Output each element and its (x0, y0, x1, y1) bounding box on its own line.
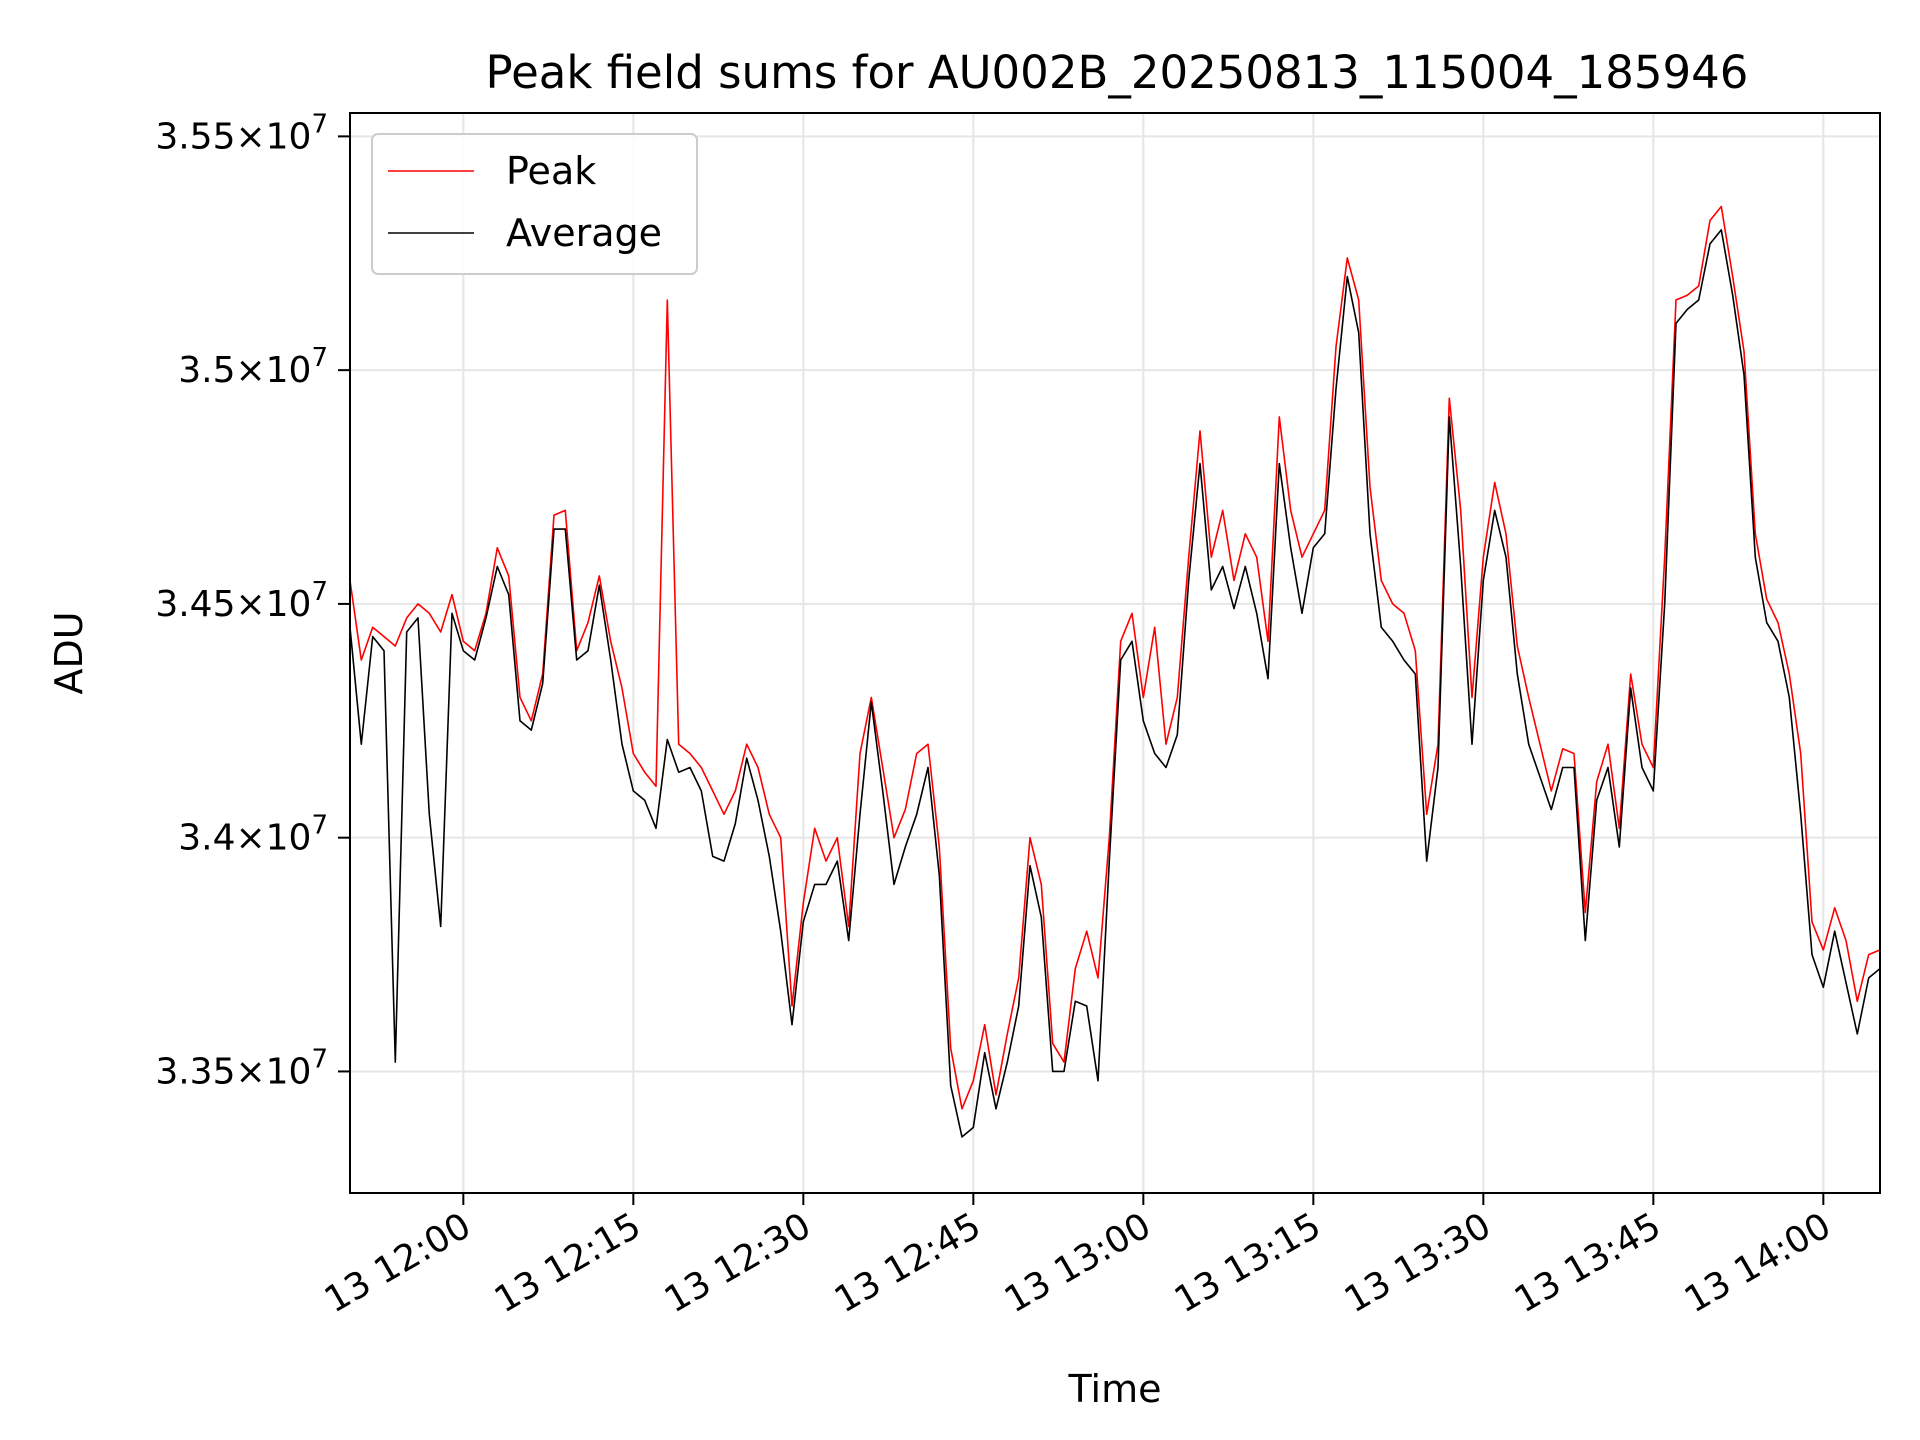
legend-label-peak: Peak (506, 149, 596, 193)
axes-frame (349, 112, 1881, 1194)
grid (350, 113, 1880, 1193)
chart-title: Peak field sums for AU002B_20250813_1150… (486, 46, 1749, 99)
legend: Peak Average (371, 133, 698, 275)
legend-label-average: Average (506, 211, 662, 255)
plot-area (350, 205, 1880, 1138)
series-line-peak (350, 205, 1880, 1110)
x-axis-label: Time (1068, 1367, 1162, 1411)
y-axis-ticks: 3.35×107 3.4×107 3.45×107 3.5×107 3.55×107 (155, 109, 350, 1092)
y-axis-label: ADU (47, 611, 91, 694)
y-tick-label: 3.4×107 (178, 811, 328, 859)
y-tick-label: 3.5×107 (178, 343, 328, 391)
series-line-average (350, 229, 1880, 1138)
y-tick-label: 3.45×107 (155, 577, 328, 625)
legend-box (371, 133, 698, 275)
y-tick-label: 3.35×107 (155, 1044, 328, 1092)
y-tick-label: 3.55×107 (155, 109, 328, 157)
